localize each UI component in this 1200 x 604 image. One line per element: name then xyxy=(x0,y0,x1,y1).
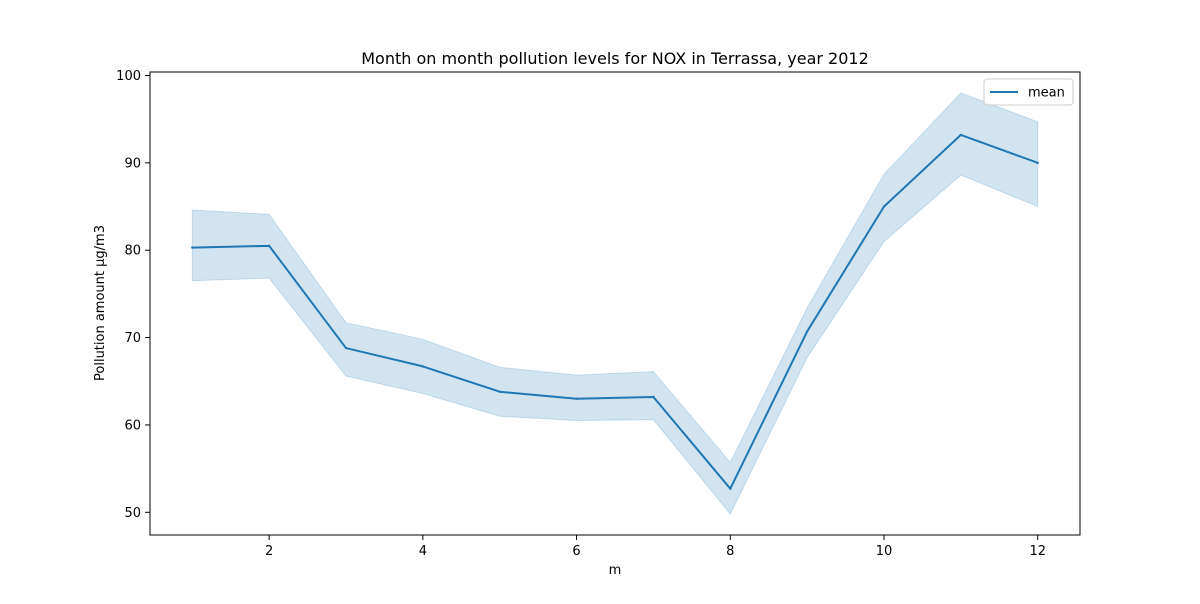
data-point-mean-10 xyxy=(882,205,886,208)
data-point-mean-4 xyxy=(421,365,425,368)
y-tick-label-70: 70 xyxy=(124,331,141,346)
series-line-mean xyxy=(192,133,1039,490)
x-tick-label-6: 6 xyxy=(572,544,580,559)
x-tick-label-10: 10 xyxy=(876,544,893,559)
data-point-mean-11 xyxy=(959,133,963,137)
legend: mean xyxy=(983,78,1074,106)
data-point-mean-1 xyxy=(191,246,194,249)
x-axis-label: m xyxy=(609,563,622,578)
y-tick-label-60: 60 xyxy=(124,418,141,433)
chart-title: Month on month pollution levels for NOX … xyxy=(361,49,869,68)
x-tick-label-2: 2 xyxy=(265,544,273,559)
data-point-mean-12 xyxy=(1036,161,1039,165)
data-point-mean-6 xyxy=(575,397,578,400)
plot-area: 2 4 6 8 10 12 50 60 70 80 90 100 xyxy=(116,69,1081,559)
x-tick-label-8: 8 xyxy=(726,544,734,559)
data-point-mean-2 xyxy=(267,244,271,248)
data-point-mean-7 xyxy=(652,395,655,399)
y-tick-label-50: 50 xyxy=(124,506,141,521)
y-tick-label-90: 90 xyxy=(124,156,141,171)
data-point-mean-3 xyxy=(344,346,348,350)
axes-frame xyxy=(149,71,1081,536)
y-tick-label-80: 80 xyxy=(124,244,141,259)
confidence-band-mean xyxy=(191,92,1039,515)
data-point-mean-8 xyxy=(729,487,732,490)
legend-frame xyxy=(983,78,1074,106)
x-tick-label-12: 12 xyxy=(1029,544,1046,559)
legend-label-mean: mean xyxy=(1028,86,1065,101)
y-axis-label: Pollution amount µg/m3 xyxy=(93,225,108,381)
x-tick-label-4: 4 xyxy=(419,544,427,559)
y-tick-label-100: 100 xyxy=(116,69,141,84)
data-point-mean-9 xyxy=(805,330,809,333)
data-point-mean-5 xyxy=(498,390,501,393)
